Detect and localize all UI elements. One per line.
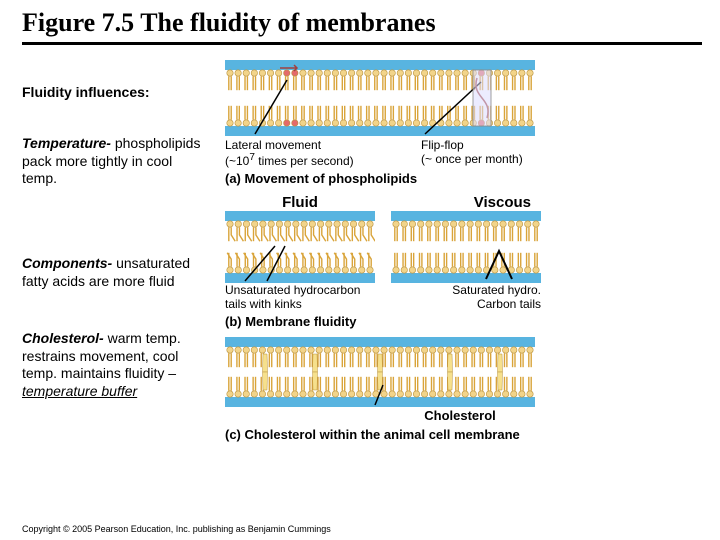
panel-c-caption: (c) Cholesterol within the animal cell m…	[225, 427, 695, 442]
content-area: Fluidity influences: Temperature- phosph…	[0, 50, 720, 510]
figure-area: Lateral movement (~107 times per second)…	[225, 60, 695, 442]
lateral-label-block: Lateral movement (~107 times per second)	[225, 138, 375, 169]
fluid-heading: Fluid	[225, 194, 375, 211]
sat-label2: Carbon tails	[391, 297, 541, 311]
fluidity-heading-text: Fluidity influences:	[22, 84, 207, 102]
flipflop-sub: (~ once per month)	[421, 152, 541, 166]
fluidity-heading: Fluidity influences:	[22, 84, 207, 102]
cholesterol-body2: temperature buffer	[22, 383, 137, 399]
flipflop-label: Flip-flop	[421, 138, 541, 152]
lateral-label: Lateral movement	[225, 138, 375, 152]
flipflop-label-block: Flip-flop (~ once per month)	[391, 138, 541, 169]
membrane-fluid-svg	[225, 211, 375, 283]
panel-b: Fluid Unsaturated hydrocarbon tails with…	[225, 192, 695, 329]
title-rule	[22, 42, 702, 45]
membrane-cholesterol-svg	[225, 337, 535, 407]
cholesterol-block: Cholesterol- warm temp. restrains moveme…	[22, 330, 207, 400]
panel-c: Cholesterol (c) Cholesterol within the a…	[225, 337, 695, 442]
viscous-heading: Viscous	[391, 194, 541, 211]
unsat-label2: tails with kinks	[225, 297, 375, 311]
temperature-block: Temperature- phospholipids pack more tig…	[22, 135, 207, 188]
components-block: Components- unsaturated fatty acids are …	[22, 255, 207, 290]
cholesterol-label: Cholesterol	[424, 408, 496, 423]
temperature-title: Temperature-	[22, 135, 111, 151]
membrane-viscous-svg	[391, 211, 541, 283]
lateral-sub: (~107 times per second)	[225, 152, 375, 168]
panel-b-caption: (b) Membrane fluidity	[225, 314, 695, 329]
copyright-text: Copyright © 2005 Pearson Education, Inc.…	[22, 524, 331, 534]
membrane-a-svg	[225, 60, 535, 136]
cholesterol-title: Cholesterol-	[22, 330, 104, 346]
components-title: Components-	[22, 255, 112, 271]
panel-a-caption: (a) Movement of phospholipids	[225, 171, 695, 186]
page-title: Figure 7.5 The fluidity of membranes	[0, 0, 720, 42]
panel-a: Lateral movement (~107 times per second)…	[225, 60, 695, 186]
unsat-label1: Unsaturated hydrocarbon	[225, 283, 375, 297]
sat-label1: Saturated hydro.	[391, 283, 541, 297]
